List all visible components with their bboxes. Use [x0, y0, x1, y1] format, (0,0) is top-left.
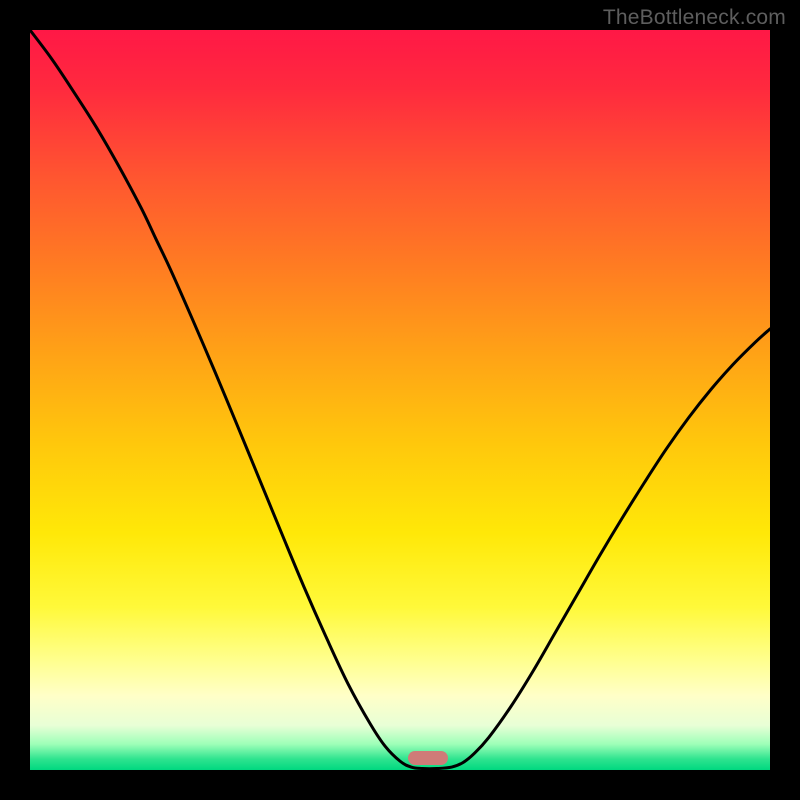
chart-frame: TheBottleneck.com — [0, 0, 800, 800]
plot-area — [30, 30, 770, 770]
gradient-background — [30, 30, 770, 770]
watermark-label: TheBottleneck.com — [603, 6, 786, 30]
optimal-marker — [408, 751, 448, 765]
chart-svg — [30, 30, 770, 770]
